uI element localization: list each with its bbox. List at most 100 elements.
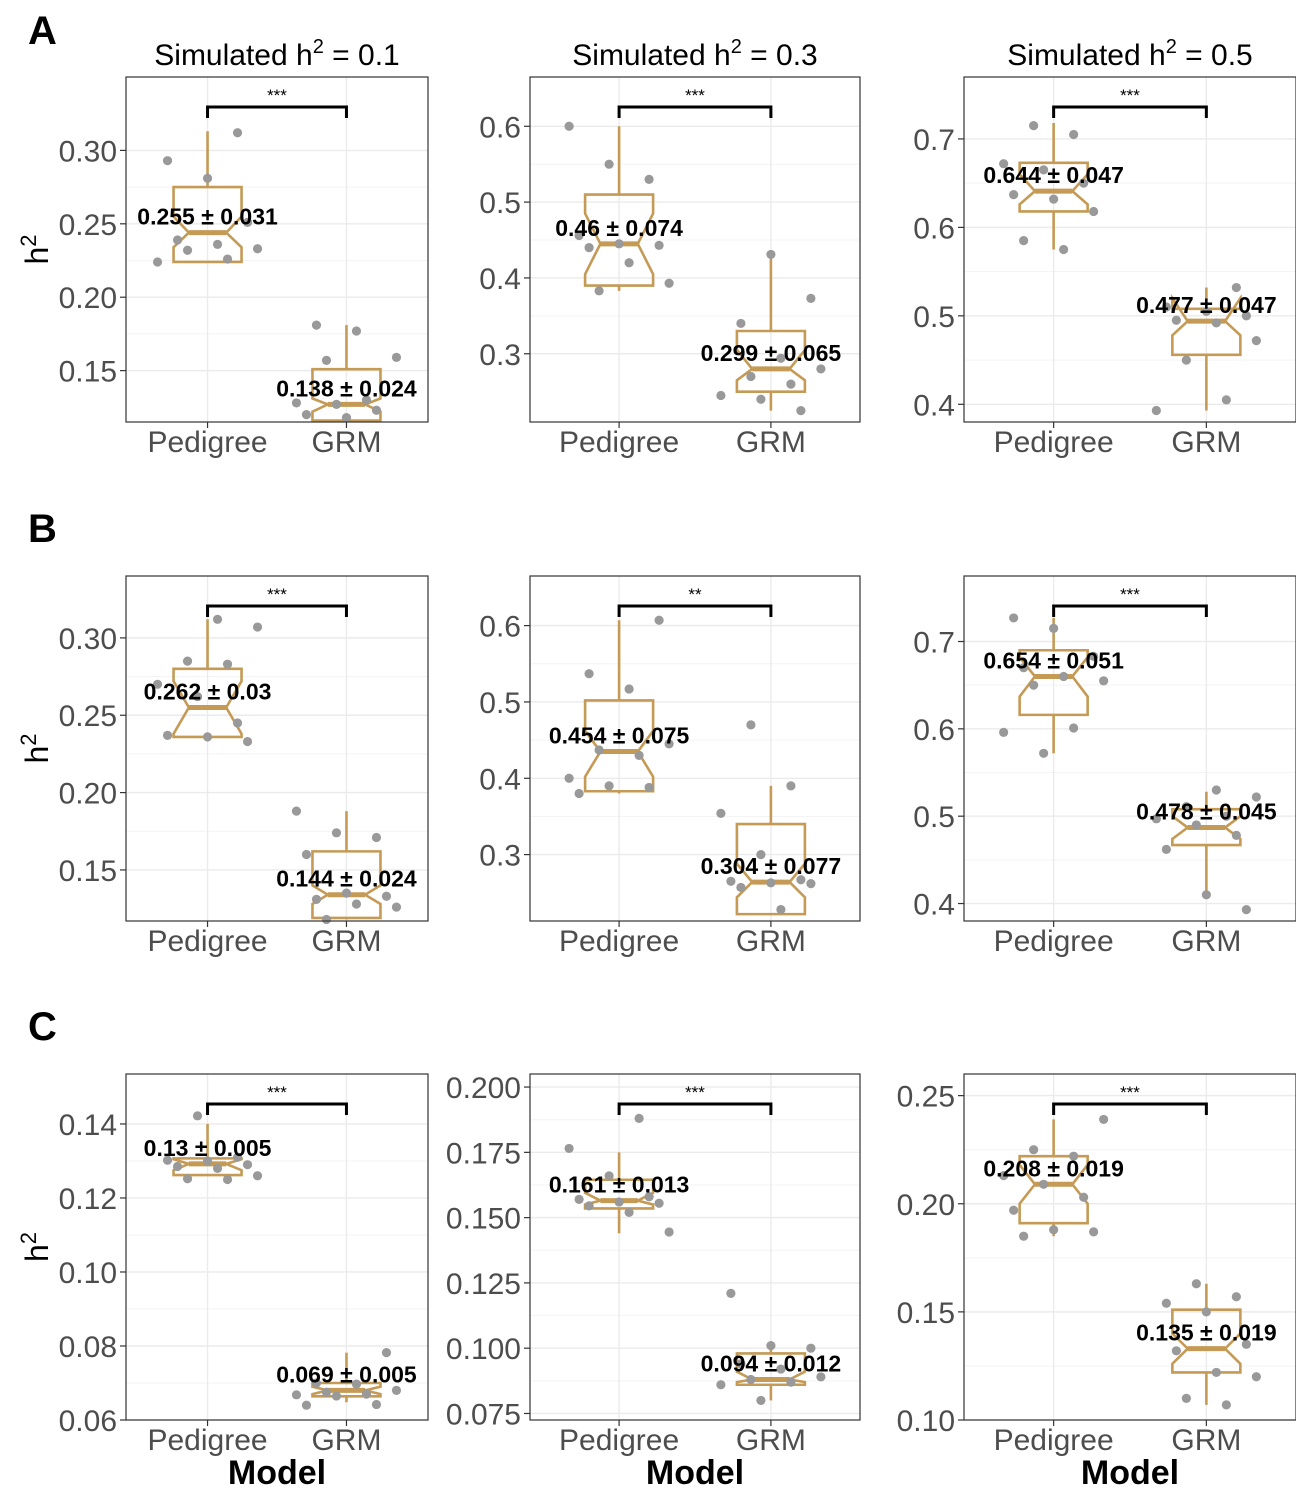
data-point bbox=[163, 731, 172, 740]
y-tick-label: 0.30 bbox=[59, 135, 117, 168]
y-tick-label: 0.12 bbox=[59, 1183, 117, 1216]
panel-c-1: 0.13 ± 0.0050.069 ± 0.005***0.060.080.10… bbox=[16, 1074, 428, 1488]
data-point bbox=[183, 656, 192, 665]
panel-title: Simulated h2 = 0.1 bbox=[154, 36, 399, 72]
data-point bbox=[1029, 681, 1038, 690]
data-point bbox=[233, 718, 242, 727]
data-point bbox=[1222, 395, 1231, 404]
data-point bbox=[183, 246, 192, 255]
data-point bbox=[605, 160, 614, 169]
row-label-b: B bbox=[28, 507, 57, 551]
significance-stars: *** bbox=[1120, 585, 1140, 604]
mean-sd-label-grm: 0.478 ± 0.045 bbox=[1136, 799, 1277, 825]
data-point bbox=[1232, 831, 1241, 840]
y-axis-label: h2 bbox=[16, 1232, 55, 1262]
panel-a-2: 0.46 ± 0.0740.299 ± 0.065***0.30.40.50.6… bbox=[479, 36, 860, 459]
mean-sd-label-pedigree: 0.654 ± 0.051 bbox=[983, 647, 1124, 673]
data-point bbox=[1182, 1394, 1191, 1403]
mean-sd-label-pedigree: 0.644 ± 0.047 bbox=[983, 162, 1124, 188]
x-axis-label: Model bbox=[228, 1454, 326, 1488]
data-point bbox=[1252, 336, 1261, 345]
data-point bbox=[302, 1401, 311, 1410]
panel-c-3: 0.208 ± 0.0190.135 ± 0.019***0.100.150.2… bbox=[897, 1074, 1296, 1488]
mean-sd-label-pedigree: 0.161 ± 0.013 bbox=[549, 1172, 690, 1198]
data-point bbox=[1232, 283, 1241, 292]
x-tick-label: GRM bbox=[311, 426, 381, 459]
data-point bbox=[1212, 1368, 1221, 1377]
data-point bbox=[253, 622, 262, 631]
data-point bbox=[183, 1174, 192, 1183]
x-axis-label: Model bbox=[646, 1454, 744, 1488]
data-point bbox=[565, 1144, 574, 1153]
mean-sd-label-grm: 0.144 ± 0.024 bbox=[276, 866, 417, 892]
panel-background bbox=[964, 1074, 1296, 1420]
y-tick-label: 0.25 bbox=[59, 209, 117, 242]
data-point bbox=[243, 737, 252, 746]
x-tick-label: Pedigree bbox=[559, 426, 679, 459]
data-point bbox=[766, 1341, 775, 1350]
x-tick-label: GRM bbox=[311, 1424, 381, 1457]
data-point bbox=[726, 1289, 735, 1298]
data-point bbox=[223, 254, 232, 263]
panel-b-2: 0.454 ± 0.0750.304 ± 0.077**0.30.40.50.6… bbox=[479, 576, 860, 958]
significance-stars: *** bbox=[685, 1083, 705, 1102]
data-point bbox=[203, 174, 212, 183]
y-tick-label: 0.5 bbox=[479, 187, 521, 220]
mean-sd-label-pedigree: 0.46 ± 0.074 bbox=[555, 215, 683, 241]
data-point bbox=[736, 883, 745, 892]
x-tick-label: Pedigree bbox=[559, 925, 679, 958]
significance-stars: ** bbox=[688, 585, 702, 604]
x-tick-label: GRM bbox=[1171, 1424, 1241, 1457]
data-point bbox=[322, 356, 331, 365]
y-tick-label: 0.08 bbox=[59, 1331, 117, 1364]
data-point bbox=[382, 1348, 391, 1357]
x-tick-label: GRM bbox=[311, 925, 381, 958]
data-point bbox=[1009, 1206, 1018, 1215]
data-point bbox=[625, 1208, 634, 1217]
y-tick-label: 0.20 bbox=[897, 1189, 955, 1222]
data-point bbox=[1182, 355, 1191, 364]
data-point bbox=[655, 616, 664, 625]
y-tick-label: 0.5 bbox=[913, 801, 955, 834]
data-point bbox=[193, 1111, 202, 1120]
data-point bbox=[635, 1114, 644, 1123]
y-tick-label: 0.7 bbox=[913, 627, 955, 660]
y-tick-label: 0.075 bbox=[446, 1398, 521, 1431]
data-point bbox=[736, 319, 745, 328]
data-point bbox=[756, 1396, 765, 1405]
panel-c-2: 0.161 ± 0.0130.094 ± 0.012***0.0750.1000… bbox=[446, 1072, 860, 1488]
data-point bbox=[585, 1201, 594, 1210]
mean-sd-label-pedigree: 0.13 ± 0.005 bbox=[144, 1135, 272, 1161]
mean-sd-label-pedigree: 0.262 ± 0.03 bbox=[144, 679, 272, 705]
significance-stars: *** bbox=[267, 585, 287, 604]
data-point bbox=[1089, 1227, 1098, 1236]
data-point bbox=[173, 1162, 182, 1171]
significance-stars: *** bbox=[267, 86, 287, 105]
data-point bbox=[746, 372, 755, 381]
data-point bbox=[372, 406, 381, 415]
x-tick-label: GRM bbox=[736, 1424, 806, 1457]
data-point bbox=[223, 1175, 232, 1184]
y-tick-label: 0.6 bbox=[913, 714, 955, 747]
y-tick-label: 0.20 bbox=[59, 282, 117, 315]
data-point bbox=[203, 732, 212, 741]
data-point bbox=[1009, 190, 1018, 199]
data-point bbox=[1212, 318, 1221, 327]
panel-title: Simulated h2 = 0.5 bbox=[1007, 36, 1252, 72]
y-tick-label: 0.4 bbox=[913, 889, 955, 922]
row-label-c: C bbox=[28, 1005, 57, 1049]
data-point bbox=[716, 1380, 725, 1389]
x-tick-label: GRM bbox=[1171, 925, 1241, 958]
data-point bbox=[565, 122, 574, 131]
data-point bbox=[1152, 406, 1161, 415]
data-point bbox=[302, 850, 311, 859]
data-point bbox=[1172, 1346, 1181, 1355]
data-point bbox=[665, 279, 674, 288]
data-point bbox=[565, 774, 574, 783]
data-point bbox=[645, 783, 654, 792]
y-tick-label: 0.15 bbox=[897, 1297, 955, 1330]
data-point bbox=[615, 1197, 624, 1206]
data-point bbox=[1049, 194, 1058, 203]
data-point bbox=[253, 244, 262, 253]
data-point bbox=[163, 156, 172, 165]
